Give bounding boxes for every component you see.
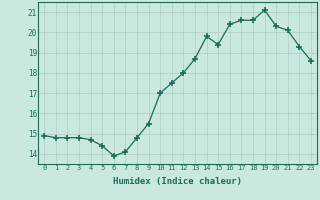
X-axis label: Humidex (Indice chaleur): Humidex (Indice chaleur) xyxy=(113,177,242,186)
